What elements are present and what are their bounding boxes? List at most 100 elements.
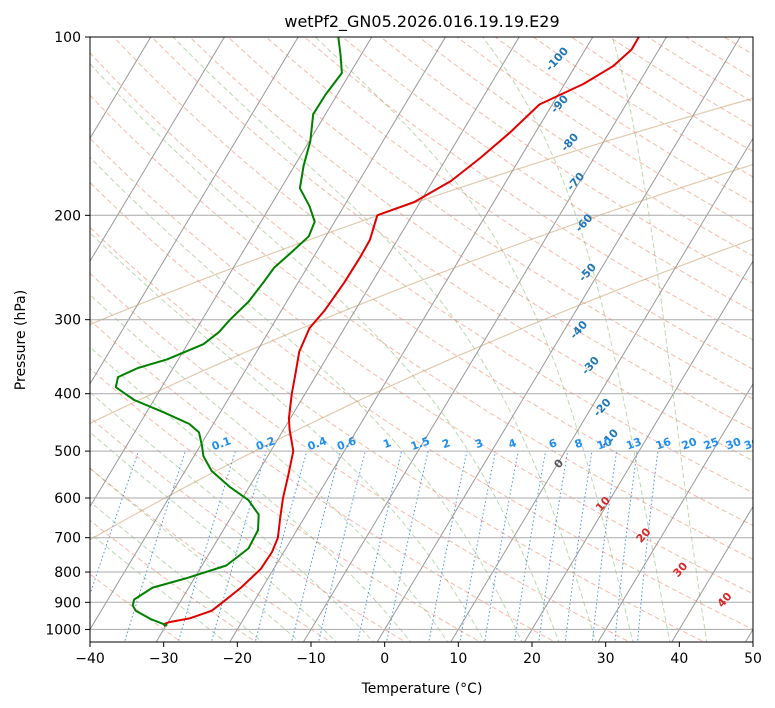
profiles — [114, 37, 640, 627]
isotherm-line — [744, 628, 753, 642]
moist-adiabat-line — [90, 346, 412, 642]
mixing-ratio-label: 3 — [473, 436, 485, 451]
dry-adiabat-line — [151, 37, 753, 462]
grid — [0, 24, 753, 645]
moist-adiabat-line — [90, 62, 560, 642]
dry-adiabat-line — [90, 226, 706, 642]
mixing-ratio-label: 16 — [654, 435, 673, 453]
mixing-ratio-label: 36 — [742, 435, 761, 453]
dry-adiabat-line — [342, 37, 753, 312]
mixing-ratio-label: 13 — [624, 435, 643, 452]
mixing-ratio-label: 1.5 — [409, 434, 432, 453]
dry-adiabat-line — [227, 37, 753, 400]
mixing-ratio-label: 0.6 — [335, 434, 358, 453]
dry-adiabat-line — [90, 94, 753, 560]
y-axis-label: Pressure (hPa) — [13, 290, 29, 390]
moist-adiabat-label: 30 — [670, 559, 690, 579]
isotherm-line — [523, 260, 753, 642]
isotherm-line — [155, 37, 520, 642]
isotherm-line — [450, 137, 753, 642]
dry-adiabat-line — [723, 37, 753, 56]
dry-adiabat-line — [380, 37, 753, 284]
chart-title: wetPf2_GN05.2026.016.19.19.E29 — [284, 12, 559, 32]
moist-adiabat-label: 0 — [552, 456, 567, 471]
y-tick-label: 200 — [54, 208, 81, 224]
y-tick-label: 700 — [54, 531, 81, 547]
guide-curve — [90, 97, 753, 326]
mixing-ratio-label: 8 — [573, 436, 585, 451]
dry-adiabat-line — [533, 37, 753, 178]
dry-adiabat-line — [418, 37, 753, 257]
dry-adiabat-line — [189, 37, 753, 431]
x-tick-label: 30 — [597, 651, 615, 667]
mixing-ratio-label: 30 — [724, 435, 743, 453]
isotherm-line — [0, 24, 11, 645]
moist-adiabat-line — [90, 232, 486, 642]
moist-adiabat-line — [90, 156, 523, 642]
x-tick-label: −30 — [149, 651, 179, 667]
mixing-ratio-line — [123, 450, 186, 642]
mixing-ratio-line — [538, 451, 569, 642]
dry-adiabat-line — [90, 319, 556, 642]
x-tick-label: 20 — [523, 651, 541, 667]
y-tick-label: 600 — [54, 491, 81, 507]
dry-adiabat-label: -40 — [567, 318, 590, 342]
mixing-ratio-line — [210, 450, 267, 642]
dry-adiabat-line — [265, 37, 753, 370]
dry-adiabat-label: -30 — [579, 354, 602, 378]
y-tick-label: 300 — [54, 313, 81, 329]
x-tick-label: 50 — [744, 651, 762, 667]
mixing-ratio-line — [484, 451, 519, 642]
moist-adiabat-line — [90, 294, 449, 642]
background-lines — [90, 37, 753, 642]
dry-adiabat-line — [90, 519, 257, 642]
guide-curve — [90, 163, 753, 425]
dry-adiabat-line — [685, 37, 753, 79]
dry-adiabat-line — [90, 137, 753, 595]
isotherm-line — [90, 37, 152, 140]
x-tick-label: 40 — [670, 651, 688, 667]
mixing-ratio-label: 6 — [547, 436, 559, 451]
isotherm-line — [671, 505, 753, 642]
isotherm-line — [90, 37, 226, 263]
y-tick-label: 500 — [54, 444, 81, 460]
mixing-ratio-line — [459, 451, 496, 642]
dry-adiabat-label: -100 — [543, 44, 571, 73]
mixing-ratio-labels: 0.1 0.2 0.4 0.6 1 1.5 2 3 4 6 8 10 13 16 20 25 30 36 — [210, 434, 761, 453]
x-axis-label: Temperature (°C) — [361, 681, 483, 697]
mixing-ratio-line — [90, 450, 139, 597]
mixing-ratio-label: 2 — [440, 436, 452, 451]
y-tick-label: 100 — [54, 30, 81, 46]
mixing-ratio-label: 10 — [595, 435, 614, 453]
x-tick-label: −20 — [223, 651, 253, 667]
mixing-ratio-line — [428, 450, 468, 642]
dry-adiabat-label: -70 — [564, 170, 587, 194]
x-tick-label: −40 — [75, 651, 105, 667]
mixing-ratio-line — [317, 450, 366, 642]
dry-adiabat-line — [647, 37, 753, 103]
temperature-line — [162, 37, 640, 627]
dry-adiabat-line — [571, 37, 753, 153]
mixing-ratio-line — [254, 450, 308, 642]
mixing-ratio-line — [291, 450, 342, 642]
isotherm-line — [302, 37, 668, 642]
mixing-ratio-label: 4 — [507, 436, 519, 451]
dry-adiabat-line — [90, 52, 753, 527]
dewpoint-line — [114, 37, 343, 627]
moist-adiabat-line — [90, 501, 264, 642]
y-tick-label: 800 — [54, 565, 81, 581]
mixing-ratio-line — [177, 450, 236, 642]
isotherm-line — [90, 37, 373, 508]
mixing-ratio-label: 1 — [381, 436, 393, 451]
moist-adiabat-line — [90, 431, 338, 642]
dry-adiabat-line — [90, 416, 407, 642]
guide-curve — [90, 238, 753, 541]
moist-adiabat-line — [172, 37, 597, 642]
isotherm-line — [90, 37, 447, 631]
mixing-ratio-line — [564, 451, 593, 642]
mixing-ratio-label: 0.2 — [254, 434, 277, 453]
y-tick-label: 1000 — [45, 622, 81, 638]
plot-frame — [89, 36, 754, 643]
dry-adiabat-line — [90, 467, 332, 642]
mixing-ratio-line — [614, 451, 638, 642]
